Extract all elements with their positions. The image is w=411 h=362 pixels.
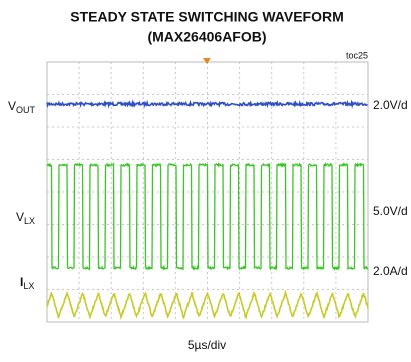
figure-tag: toc25: [346, 50, 368, 60]
traces: [46, 99, 369, 321]
timebase: 5µs/div: [188, 338, 226, 352]
label-sub: OUT: [16, 105, 36, 115]
label-main: V: [16, 210, 24, 224]
label-sub: LX: [24, 216, 35, 226]
trigger-marker: [203, 58, 211, 64]
label-main: I: [20, 275, 23, 289]
vlx-trace: [46, 161, 369, 271]
channel-scale: 5.0V/d: [373, 204, 408, 218]
subtitle: (MAX26406AFOB): [147, 29, 266, 45]
title: STEADY STATE SWITCHING WAVEFORM: [70, 9, 344, 25]
channel-label: VOUT: [8, 99, 36, 115]
vout-trace: [46, 99, 368, 109]
channel-label: ILX: [20, 275, 34, 291]
channel-scale: 2.0A/d: [373, 264, 408, 278]
channel-scale: 2.0V/d: [373, 98, 408, 112]
channel-label: VLX: [16, 210, 35, 226]
ilx-trace: [46, 289, 369, 321]
label-main: V: [8, 99, 16, 113]
label-sub: LX: [23, 281, 34, 291]
